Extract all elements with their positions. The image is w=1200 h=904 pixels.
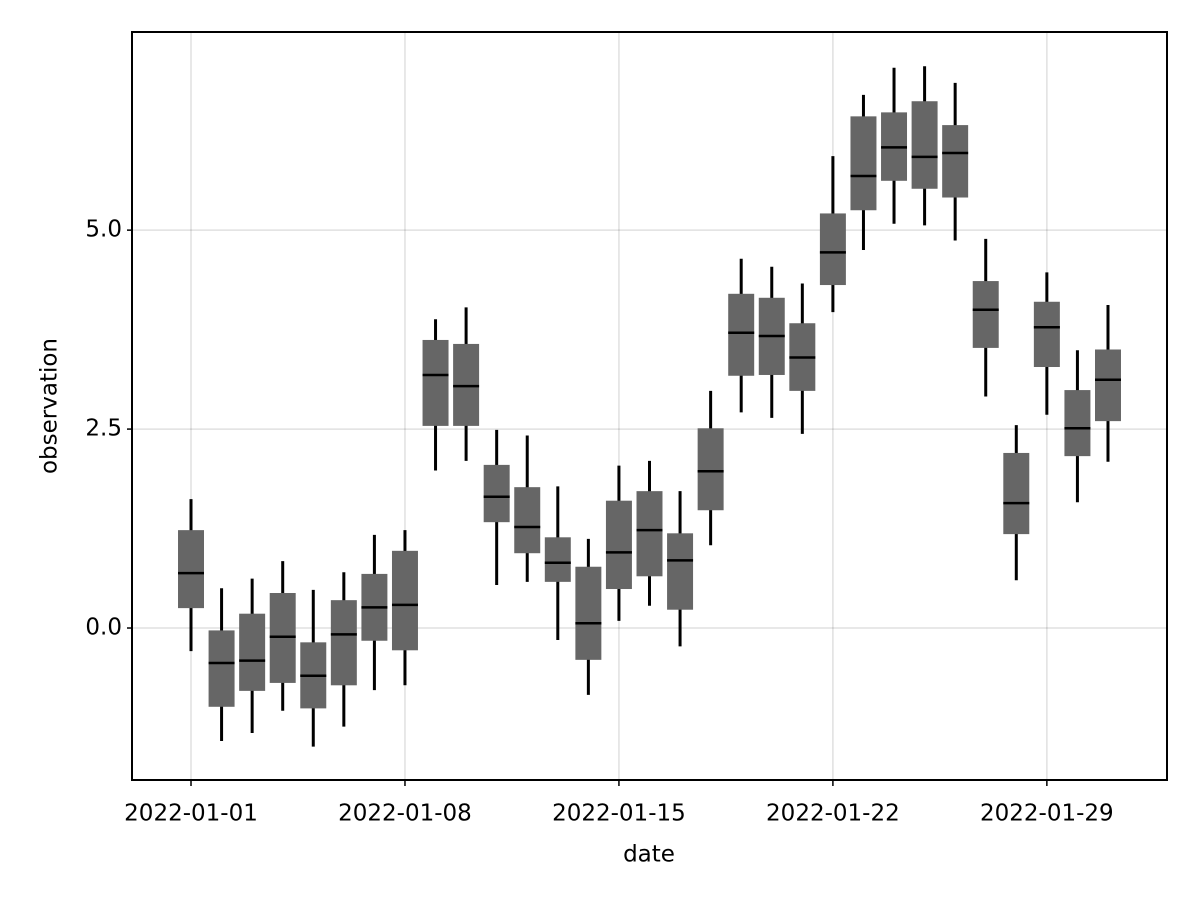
x-tick-label: 2022-01-01 [124,801,258,827]
box [667,533,694,610]
plot-frame [131,31,1168,781]
box [1033,301,1060,368]
y-tick-label: 0.0 [85,615,122,641]
box [544,537,571,582]
box [911,101,938,189]
box [972,281,999,348]
x-tick-label: 2022-01-15 [552,801,686,827]
y-axis-label: observation [37,338,63,474]
box [483,464,510,523]
box [514,487,541,554]
box [1064,390,1091,457]
box [697,428,724,511]
box [391,550,418,651]
x-axis-label: date [623,842,675,868]
box [330,600,357,686]
y-tick-label: 2.5 [85,416,122,442]
box [575,566,602,660]
box [178,530,204,609]
y-tick-label: 5.0 [85,217,122,243]
box [1003,452,1030,535]
x-tick-label: 2022-01-08 [338,801,472,827]
box [239,613,266,691]
box [636,491,663,577]
box [1095,349,1121,422]
x-tick-label: 2022-01-22 [766,801,900,827]
box [819,213,846,286]
x-tick-label: 2022-01-29 [980,801,1114,827]
box [422,339,449,426]
boxes [178,66,1121,747]
box [728,293,755,376]
box [850,116,877,211]
box [942,125,969,198]
box [208,630,235,707]
box [605,500,632,590]
